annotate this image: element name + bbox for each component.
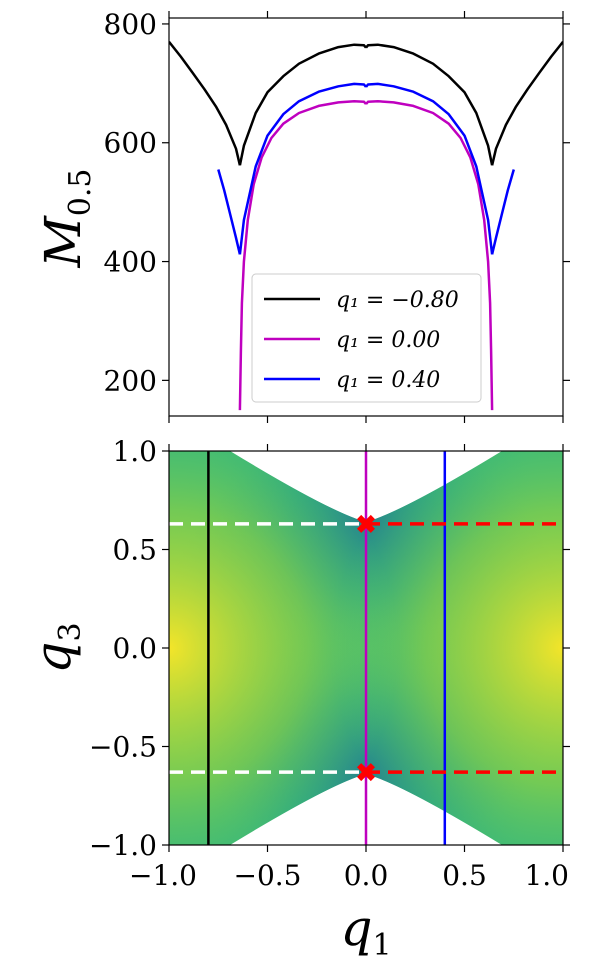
series-line-2-seg-0: [217, 169, 242, 255]
bot-xtick-label-0: −1.0: [129, 859, 197, 892]
top-ytick-label-2: 600: [104, 127, 157, 160]
top-ytick-label-1: 400: [104, 246, 157, 279]
heatmap: [169, 451, 563, 845]
legend-label-q1-040: q₁ = 0.40: [336, 368, 440, 393]
bottom-xlabel: q1: [340, 899, 391, 963]
bot-ytick-label-3: 0.5: [112, 534, 157, 567]
series-line-0-seg-3: [490, 41, 563, 166]
top-ytick-label-3: 800: [104, 8, 157, 41]
legend-label-q1-000: q₁ = 0.00: [336, 328, 440, 353]
marker-x-0: [357, 514, 375, 533]
bot-ytick-label-0: −1.0: [89, 829, 157, 862]
series-line-1-seg-1: [365, 99, 494, 411]
series-line-0-seg-0: [169, 41, 242, 166]
top-ytick-label-0: 200: [104, 364, 157, 397]
top-panel: 200 400 600 800 q₁ = −0.80 q₁ = 0.00 q₁ = 0…: [34, 8, 570, 423]
bot-xtick-label-3: 0.5: [442, 859, 487, 892]
bot-xtick-label-4: 1.0: [524, 859, 569, 892]
series-line-2-seg-3: [490, 169, 516, 255]
legend-label-q1-neg080: q₁ = −0.80: [336, 288, 459, 313]
legend-box: [251, 273, 482, 403]
series-line-0-seg-1: [238, 43, 367, 166]
series-line-2-seg-2: [365, 82, 494, 255]
series-line-2-seg-1: [238, 82, 367, 255]
series-line-1-seg-0: [238, 99, 367, 411]
bot-ytick-label-4: 1.0: [112, 435, 157, 468]
bot-ytick-label-1: −0.5: [89, 731, 157, 764]
bottom-ylabel: q3: [24, 622, 88, 673]
bot-xtick-label-2: 0.0: [344, 859, 389, 892]
bot-ytick-label-2: 0.0: [112, 632, 157, 665]
marker-x-1: [357, 763, 375, 782]
top-ylabel: M0.5: [34, 169, 98, 269]
bottom-panel: −1.0 −0.5 0.0 0.5 1.0 −1.0 −0.5 0.0 0.5 1.0 q3 q1: [24, 435, 570, 963]
bot-xtick-label-1: −0.5: [234, 859, 302, 892]
legend: q₁ = −0.80 q₁ = 0.00 q₁ = 0.40: [251, 273, 482, 403]
series-line-0-seg-2: [365, 43, 494, 166]
